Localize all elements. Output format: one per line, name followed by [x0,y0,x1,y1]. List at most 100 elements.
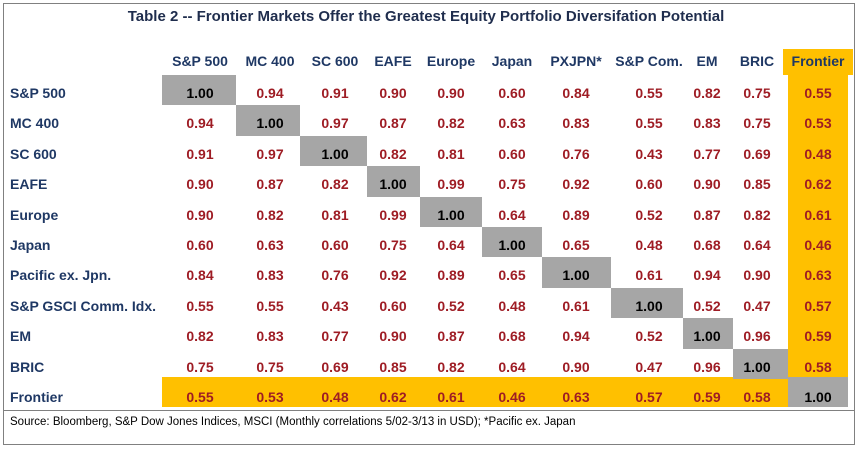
column-header: Japan [491,53,533,69]
correlation-value: 0.55 [186,389,214,405]
correlation-value: 0.83 [256,267,284,284]
correlation-value: 0.58 [743,389,771,405]
correlation-value: 0.82 [256,206,284,223]
correlation-value: 0.94 [256,85,284,101]
correlation-value: 0.61 [635,267,663,284]
correlation-value: 0.75 [498,176,526,193]
correlation-value: 0.59 [693,389,721,405]
correlation-value: 0.55 [635,115,663,132]
diagonal-value: 1.00 [379,176,407,193]
column-header: PXJPN* [550,53,602,69]
column-header: S&P 500 [172,53,228,69]
row-header: Europe [10,206,59,223]
diagonal-value: 1.00 [437,206,465,223]
correlation-value: 0.87 [437,328,465,345]
correlation-value: 0.90 [743,267,771,284]
row-header: S&P 500 [10,85,66,101]
correlation-value: 0.90 [437,85,465,101]
diagonal-cell-fill [611,287,683,319]
correlation-value: 0.43 [635,145,663,162]
diagonal-value: 1.00 [804,389,832,405]
correlation-value: 0.48 [498,297,526,314]
correlation-value: 0.83 [256,328,284,345]
diagonal-value: 1.00 [186,85,214,101]
frontier-column-highlight [788,75,848,377]
column-header: BRIC [739,53,775,69]
correlation-value: 0.99 [379,206,407,223]
column-header: Europe [426,53,476,69]
diagonal-cell-fill [236,105,300,136]
correlation-value: 0.52 [635,328,663,345]
correlation-value: 0.75 [256,358,284,375]
correlation-value: 0.55 [256,297,284,314]
correlation-value: 0.60 [498,145,526,162]
correlation-value: 0.96 [693,358,721,375]
correlation-value: 0.69 [321,358,349,375]
diagonal-value: 1.00 [562,267,590,284]
correlation-value: 0.90 [693,176,721,193]
correlation-value: 0.82 [743,206,771,223]
correlation-value: 0.84 [562,85,590,101]
correlation-value: 0.57 [635,389,663,405]
frontier-corner-cell [788,377,848,407]
correlation-value: 0.97 [256,145,284,162]
correlation-value: 0.77 [321,328,349,345]
correlation-value: 0.90 [379,85,407,101]
correlation-value: 0.58 [804,358,832,375]
correlation-value: 0.82 [437,115,465,132]
correlation-value: 0.97 [321,115,349,132]
correlation-value: 0.68 [498,328,526,345]
correlation-value: 0.90 [186,176,214,193]
correlation-value: 0.76 [321,267,349,284]
correlation-value: 0.82 [379,145,407,162]
diagonal-value: 1.00 [635,297,663,314]
correlation-value: 0.53 [804,115,832,132]
correlation-value: 0.92 [379,267,407,284]
row-header: Japan [10,237,51,253]
diagonal-value: 1.00 [321,145,349,162]
row-header: SC 600 [10,145,57,162]
correlation-value: 0.57 [804,297,832,314]
correlation-value: 0.60 [635,176,663,193]
correlation-value: 0.77 [693,145,721,162]
correlation-value: 0.60 [186,237,214,253]
correlation-value: 0.43 [321,297,349,314]
column-header: EAFE [374,53,412,69]
correlation-value: 0.65 [562,237,590,253]
correlation-value: 0.61 [804,206,832,223]
correlation-value: 0.69 [743,145,771,162]
correlation-value: 0.60 [379,297,407,314]
correlation-value: 0.87 [256,176,284,193]
correlation-value: 0.47 [743,297,771,314]
row-header: Pacific ex. Jpn. [10,267,112,284]
correlation-value: 0.59 [804,328,832,345]
correlation-value: 0.82 [186,328,214,345]
correlation-value: 0.52 [437,297,465,314]
correlation-value: 0.83 [693,115,721,132]
correlation-value: 0.91 [321,85,349,101]
correlation-value: 0.91 [186,145,214,162]
correlation-value: 0.65 [498,267,526,284]
correlation-value: 0.63 [498,115,526,132]
correlation-value: 0.75 [743,115,771,132]
column-header: SC 600 [311,53,359,69]
source-divider [3,410,855,411]
correlation-value: 0.75 [379,237,407,253]
column-header: MC 400 [245,53,295,69]
row-header: BRIC [10,358,45,375]
correlation-value: 0.94 [562,328,590,345]
correlation-value: 0.52 [693,297,721,314]
diagonal-value: 1.00 [693,328,721,345]
correlation-value: 0.85 [379,358,407,375]
source-note: Source: Bloomberg, S&P Dow Jones Indices… [10,416,576,428]
diagonal-cell-fill [367,166,420,197]
correlation-value: 0.60 [321,237,349,253]
correlation-value: 0.61 [562,297,590,314]
correlation-value: 0.85 [743,176,771,193]
correlation-value: 0.46 [498,389,526,405]
correlation-value: 0.64 [498,358,526,375]
correlation-value: 0.55 [635,85,663,101]
row-header: EM [10,328,31,345]
correlation-value: 0.52 [635,206,663,223]
correlation-value: 0.64 [743,237,771,253]
